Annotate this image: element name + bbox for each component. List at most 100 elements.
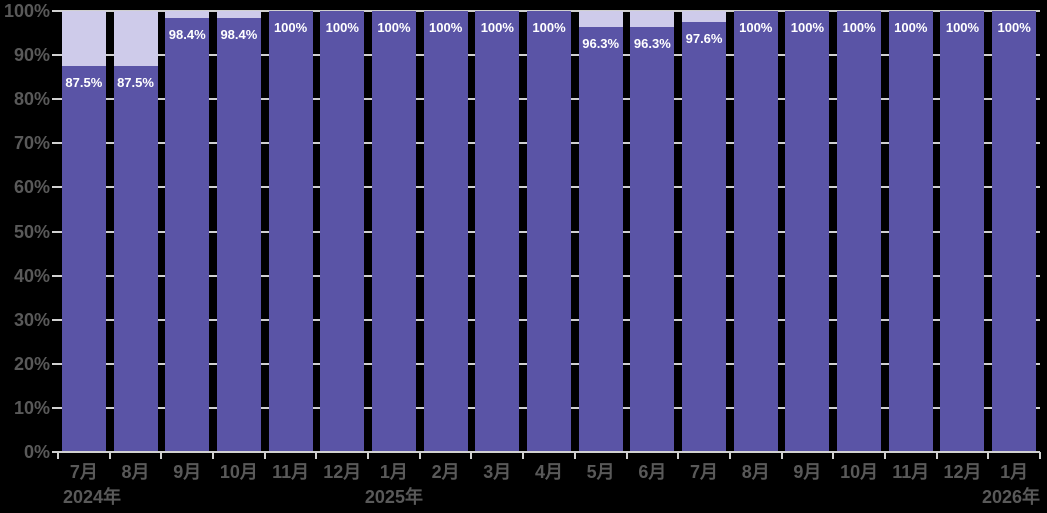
bar-segment-value xyxy=(992,11,1037,452)
bar-value-label: 100% xyxy=(997,20,1031,35)
bar-segment-value xyxy=(578,27,623,452)
x-axis-category-label: 10月 xyxy=(840,462,879,482)
x-axis-category-label: 3月 xyxy=(483,462,512,482)
x-axis-category-label: 5月 xyxy=(586,462,615,482)
x-axis-category-label: 2月 xyxy=(431,462,460,482)
x-axis-tick xyxy=(832,452,835,459)
bar-segment-value xyxy=(371,11,416,452)
bar-segment-value xyxy=(733,11,778,452)
x-axis-tick xyxy=(522,452,525,459)
y-axis-tick-label: 10% xyxy=(13,397,50,418)
x-axis-category-label: 1月 xyxy=(1000,462,1029,482)
x-axis-category-label: 12月 xyxy=(943,462,982,482)
x-axis-tick xyxy=(625,452,628,459)
bar-value-label: 96.3% xyxy=(633,36,671,52)
bar-segment-remainder xyxy=(578,11,623,28)
y-axis-tick-label: 80% xyxy=(13,89,50,110)
x-axis-category-label: 6月 xyxy=(638,462,667,482)
y-axis-tick-label: 20% xyxy=(13,353,50,374)
bar-value-label: 96.3% xyxy=(582,36,620,52)
x-axis-year-label: 2025年 xyxy=(364,487,423,507)
bar-value-label: 100% xyxy=(894,20,928,35)
bar-segment-value xyxy=(888,11,933,452)
x-axis-category-label: 4月 xyxy=(534,462,563,482)
x-axis-category-label: 1月 xyxy=(379,462,408,482)
x-axis-year-label: 2024年 xyxy=(63,487,122,507)
x-axis-line xyxy=(52,451,1040,453)
bar-value-label: 100% xyxy=(842,20,876,35)
bar-segment-remainder xyxy=(630,11,675,28)
bar-segment-value xyxy=(61,66,106,452)
bar-segment-value xyxy=(837,11,882,452)
x-axis-category-label: 11月 xyxy=(892,462,930,482)
bar-value-label: 87.5% xyxy=(65,75,103,91)
x-axis-tick xyxy=(315,452,318,459)
bar-segment-value xyxy=(216,18,261,452)
bar-segment-value xyxy=(320,11,365,452)
x-axis-tick xyxy=(1039,452,1041,459)
bar-value-label: 97.6% xyxy=(685,30,723,46)
y-axis-tick-label: 30% xyxy=(13,309,50,330)
y-axis-tick-label: 40% xyxy=(13,265,50,286)
x-axis-tick xyxy=(57,452,59,459)
y-axis-tick-label: 70% xyxy=(13,133,50,154)
bar-segment-remainder xyxy=(216,11,261,19)
bar-segment-value xyxy=(527,11,571,452)
bar-segment-value xyxy=(423,11,468,452)
x-axis-tick xyxy=(418,452,421,459)
bar-segment-remainder xyxy=(113,11,158,67)
bar-value-label: 100% xyxy=(739,20,773,35)
y-axis-tick-label: 0% xyxy=(23,442,50,462)
x-axis-tick xyxy=(263,452,266,459)
y-axis-tick-label: 90% xyxy=(13,45,50,66)
x-axis-tick xyxy=(212,452,215,459)
bar-value-label: 100% xyxy=(325,20,359,35)
x-axis-tick xyxy=(573,452,576,459)
bar-value-label: 98.4% xyxy=(168,27,206,43)
x-axis-tick xyxy=(780,452,783,459)
bar-segment-value xyxy=(113,66,158,452)
x-axis-category-label: 11月 xyxy=(272,462,310,482)
x-axis-tick xyxy=(987,452,990,459)
x-axis-tick xyxy=(935,452,938,459)
x-axis-tick xyxy=(470,452,473,459)
y-axis-tick-label: 50% xyxy=(13,221,50,242)
bar-segment-value xyxy=(940,11,985,452)
bar-segment-remainder xyxy=(165,11,210,19)
bar-segment-value xyxy=(785,11,830,452)
x-axis-category-label: 9月 xyxy=(793,462,822,482)
x-axis-tick xyxy=(883,452,886,459)
x-axis-category-label: 7月 xyxy=(690,462,719,482)
x-axis-tick xyxy=(728,452,731,459)
bar-value-label: 100% xyxy=(480,20,514,35)
bar-segment-value xyxy=(165,18,210,452)
bar-segment-value xyxy=(268,11,313,452)
x-axis-category-label: 7月 xyxy=(69,462,98,482)
x-axis-year-label: 2026年 xyxy=(981,487,1040,507)
bar-segment-value xyxy=(630,27,675,452)
bar-segment-remainder xyxy=(61,11,106,67)
x-axis-tick xyxy=(677,452,680,459)
bar-value-label: 100% xyxy=(377,20,411,35)
x-axis-category-label: 8月 xyxy=(741,462,770,482)
bar-value-label: 87.5% xyxy=(117,75,154,91)
x-axis-category-label: 12月 xyxy=(323,462,362,482)
bar-value-label: 100% xyxy=(532,20,566,35)
bar-value-label: 100% xyxy=(273,20,308,35)
bar-value-label: 100% xyxy=(945,20,980,35)
bar-value-label: 100% xyxy=(790,20,825,35)
bar-value-label: 98.4% xyxy=(220,27,258,43)
bar-segment-value xyxy=(475,11,520,452)
x-axis-tick xyxy=(367,452,370,459)
x-axis-category-label: 8月 xyxy=(121,462,150,482)
x-axis-category-label: 9月 xyxy=(173,462,202,482)
y-axis-tick-label: 100% xyxy=(3,1,50,21)
x-axis-tick xyxy=(108,452,111,459)
x-axis-category-label: 10月 xyxy=(219,462,258,482)
bar-segment-remainder xyxy=(682,11,727,22)
bar-segment-value xyxy=(682,21,727,452)
bar-value-label: 100% xyxy=(429,20,463,35)
y-axis-tick-label: 60% xyxy=(13,177,50,198)
x-axis-tick xyxy=(160,452,163,459)
